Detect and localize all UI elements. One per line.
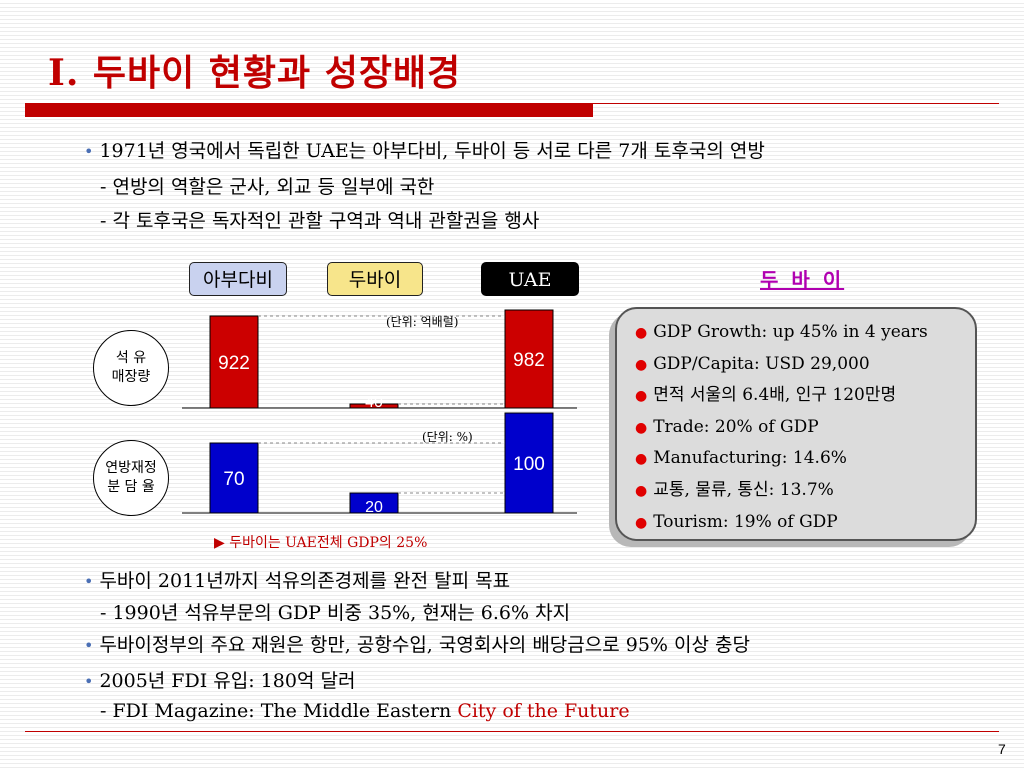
gdp-share-note: ▶ 두바이는 UAE전체 GDP의 25% [214,535,428,551]
label-abudhabi: 아부다비 [189,262,287,296]
chart-1-value-label: 40 [365,394,383,411]
chart-2-bar [349,492,399,514]
bar-charts: 922 40 982 70 20 100 [0,0,600,560]
bullet-2: • 두바이 2011년까지 석유의존경제를 완전 탈피 목표 [84,570,511,592]
oil-circle-line-1: 석 유 [115,350,147,366]
fed-circle-line-1: 연방재정 [105,460,157,476]
bullet-4: • 2005년 FDI 유입: 180억 달러 [84,670,356,692]
bar-charts-svg: 922 40 982 70 20 100 [182,309,577,516]
title-underline-thin [593,103,999,104]
fed-circle-line-2: 분 담 율 [107,479,155,495]
bullet-1: • 1971년 영국에서 독립한 UAE는 아부다비, 두바이 등 서로 다른 7… [84,140,765,162]
chart-2-value-label: 20 [365,499,383,516]
info-item: ● GDP Growth: up 45% in 4 years [635,322,928,342]
footer-divider [25,731,999,732]
red-dot-icon: ● [635,482,648,499]
info-item: ● Manufacturing: 14.6% [635,448,847,469]
bullet-dot-icon: • [84,142,94,161]
info-item: ● GDP/Capita: USD 29,000 [635,353,870,374]
chart-1-value-label: 922 [218,353,250,374]
bullet-1-sub-2: - 각 토후국은 독자적인 관할 구역과 역내 관할권을 행사 [100,210,540,232]
label-uae: UAE [481,262,579,296]
info-list: ● GDP Growth: up 45% in 4 years ● GDP/Capit… [635,317,975,538]
red-dot-icon: ● [635,514,648,531]
info-item: ● Trade: 20% of GDP [635,416,819,437]
red-dot-icon: ● [635,356,648,373]
chart-2-value-label: 100 [513,454,545,475]
chart-2-bar [504,412,554,514]
bullet-dot-icon: • [84,636,94,655]
chart-2-bar [209,442,259,514]
bullet-1-sub-1: - 연방의 역할은 군사, 외교 등 일부에 국한 [100,176,435,198]
bullet-2-sub-1: - 1990년 석유부문의 GDP 비중 35%, 현재는 6.6% 차지 [100,602,571,624]
dubai-info-panel: ● GDP Growth: up 45% in 4 years ● GDP/Capit… [615,307,977,541]
chart-1-bar [504,309,554,409]
info-item: ● Tourism: 19% of GDP [635,511,838,532]
bullet-4-sub-1: - FDI Magazine: The Middle Eastern City … [100,700,630,722]
oil-circle-line-2: 매장량 [111,369,151,385]
chart-1-value-label: 982 [513,350,545,371]
red-dot-icon: ● [635,325,648,341]
red-dot-icon: ● [635,419,648,436]
label-dubai: 두바이 [327,262,423,296]
chart-1-bar [349,403,399,409]
page-title: Ⅰ. 두바이 현황과 성장배경 [48,52,462,94]
chart-1-unit-label: (단위: 억배럴) [386,315,459,329]
chart-2-unit-label: (단위: %) [422,430,473,444]
info-item: ● 교통, 물류, 통신: 13.7% [635,479,834,500]
bullet-dot-icon: • [84,672,94,691]
dubai-heading: 두 바 이 [760,268,845,292]
city-of-future-highlight: City of the Future [457,700,630,722]
info-item: ● 면적 서울의 6.4배, 인구 120만명 [635,385,897,406]
red-dot-icon: ● [635,451,648,468]
bullet-3: • 두바이정부의 주요 재원은 항만, 공항수입, 국영회사의 배당금으로 95%… [84,634,750,656]
chart-2-value-label: 70 [223,469,244,490]
red-dot-icon: ● [635,388,648,405]
title-underline-bar [25,103,593,117]
page-number: 7 [998,741,1006,757]
bullet-dot-icon: • [84,572,94,591]
chart-1-bar [209,315,259,409]
